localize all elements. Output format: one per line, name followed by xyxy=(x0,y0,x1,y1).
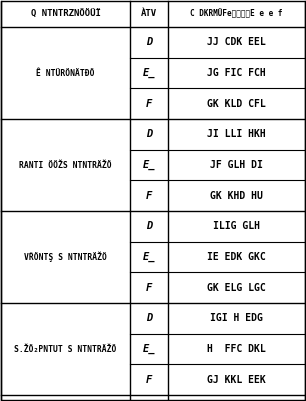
Text: JG FIC FCH: JG FIC FCH xyxy=(207,68,266,78)
Text: IGI H EDG: IGI H EDG xyxy=(210,313,263,323)
Text: Q NTNTRZNÖÖÜÏ: Q NTNTRZNÖÖÜÏ xyxy=(31,10,100,18)
Text: GK ELG LGC: GK ELG LGC xyxy=(207,283,266,293)
Text: E_: E_ xyxy=(143,344,155,354)
Text: GJ KKL EEK: GJ KKL EEK xyxy=(207,375,266,385)
Text: F: F xyxy=(146,375,152,385)
Text: F: F xyxy=(146,99,152,109)
Text: C DKRMÜFe⁄⁄⁄⁄E e e f: C DKRMÜFe⁄⁄⁄⁄E e e f xyxy=(190,9,283,19)
Text: ÀTV: ÀTV xyxy=(141,10,157,18)
Text: S.ŽÖ₂PNTUT S NTNTRÄŽÖ: S.ŽÖ₂PNTUT S NTNTRÄŽÖ xyxy=(14,344,117,354)
Text: F: F xyxy=(146,283,152,293)
Text: VŘÖNTŞ S NTNTRÄŽÖ: VŘÖNTŞ S NTNTRÄŽÖ xyxy=(24,252,107,262)
Text: ILIG GLH: ILIG GLH xyxy=(213,221,260,231)
Text: Ê NTÜRÖNÄTÐÖ: Ê NTÜRÖNÄTÐÖ xyxy=(36,69,95,77)
Text: D: D xyxy=(146,130,152,139)
Text: D: D xyxy=(146,313,152,323)
Text: IE EDK GKC: IE EDK GKC xyxy=(207,252,266,262)
Text: JI LLI HKH: JI LLI HKH xyxy=(207,130,266,139)
Text: D: D xyxy=(146,221,152,231)
Text: RANTI ÖÖŽS NTNTRÄŽÖ: RANTI ÖÖŽS NTNTRÄŽÖ xyxy=(19,160,112,170)
Text: E_: E_ xyxy=(143,252,155,262)
Text: D: D xyxy=(146,37,152,47)
Text: GK KHD HU: GK KHD HU xyxy=(210,190,263,200)
Text: F: F xyxy=(146,190,152,200)
Text: H  FFC DKL: H FFC DKL xyxy=(207,344,266,354)
Text: GK KLD CFL: GK KLD CFL xyxy=(207,99,266,109)
Text: E_: E_ xyxy=(143,68,155,78)
Text: E_: E_ xyxy=(143,160,155,170)
Text: JF GLH DI: JF GLH DI xyxy=(210,160,263,170)
Text: JJ CDK EEL: JJ CDK EEL xyxy=(207,37,266,47)
